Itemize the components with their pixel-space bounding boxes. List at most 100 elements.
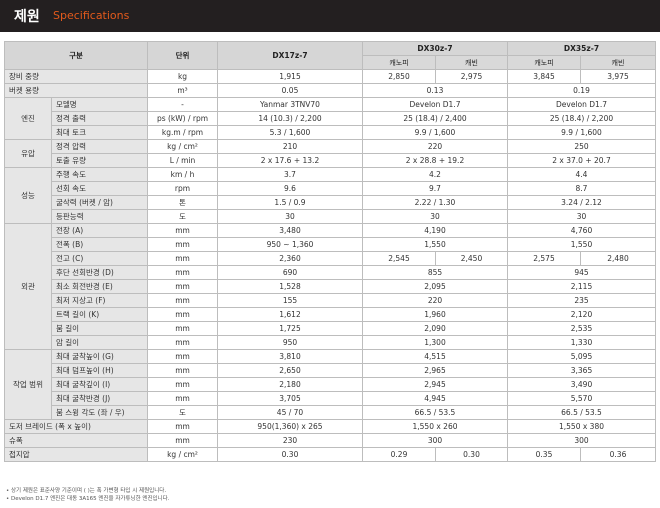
value-cell: 2,545 [362,251,436,266]
row-category: 엔진 [4,97,52,140]
table-row: 외관 전장 (A) mm 3,480 4,190 4,760 [4,223,656,350]
row-label: 최대 굴착높이 (G) [51,349,148,364]
unit-cell: mm [147,223,218,238]
row-category: 유압 [4,139,52,168]
row-label: 후단 선회반경 (D) [51,265,148,280]
value-cell: 4,945 [362,391,508,406]
table-row: 트랙 길이 (K) mm 1,612 1,960 2,120 [5,307,656,322]
table-row: 성능 주행 속도 km / h 3.7 4.2 4.4 [4,167,656,224]
table-row: 암 길이 mm 950 1,300 1,330 [5,335,656,350]
row-label: 토출 유량 [51,153,148,168]
row-label: 정격 출력 [51,111,148,126]
value-cell: 1,725 [217,321,363,336]
unit-cell: mm [147,433,218,448]
table-row: 등판능력 도 30 30 30 [5,209,656,224]
value-cell: 30 [362,209,508,224]
table-row: 붐 스윙 각도 (좌 / 우) 도 45 / 70 66.5 / 53.5 66.5 /… [5,405,656,420]
spec-table: 구분 단위 DX17z-7 DX30z-7 DX35z-7 캐노피 캐빈 캐노피… [4,41,656,462]
value-cell: 2,120 [507,307,656,322]
row-label: 주행 속도 [51,167,148,182]
footnote: • 상기 제원은 표준사양 기준이며 ( )는 폭 가변형 타입 시 제원입니다… [6,488,167,494]
value-cell: 4,190 [362,223,508,238]
value-cell: Develon D1.7 [507,97,656,112]
value-cell: 3,845 [507,69,581,84]
row-label: 모델명 [51,97,148,112]
value-cell: 3,480 [217,223,363,238]
value-cell: 1,550 x 380 [507,419,656,434]
value-cell: 3,365 [507,363,656,378]
value-cell: Yanmar 3TNV70 [217,97,363,112]
value-cell: 220 [362,139,508,154]
table-row: 최대 굴착깊이 (I) mm 2,180 2,945 3,490 [5,377,656,392]
value-cell: 2 x 28.8 + 19.2 [362,153,508,168]
value-cell: 2 x 17.6 + 13.2 [217,153,363,168]
value-cell: 2.22 / 1.30 [362,195,508,210]
row-label: 장비 중량 [4,69,148,84]
value-cell: 5,570 [507,391,656,406]
table-row: 최소 회전반경 (E) mm 1,528 2,095 2,115 [5,279,656,294]
unit-cell: ps (kW) / rpm [147,111,218,126]
value-cell: 14 (10.3) / 2,200 [217,111,363,126]
value-cell: 235 [507,293,656,308]
row-category: 성능 [4,167,52,224]
table-row: 작업 범위 최대 굴착높이 (G) mm 3,810 4,515 5,095 [4,349,656,420]
value-cell: 945 [507,265,656,280]
value-cell: 210 [217,139,363,154]
value-cell: 2,965 [362,363,508,378]
value-cell: 1,300 [362,335,508,350]
unit-cell: mm [147,251,218,266]
unit-cell: - [147,97,218,112]
unit-cell: kg.m / rpm [147,125,218,140]
table-row: 도저 브레이드 (폭 x 높이) mm 950(1,360) x 265 1,550 … [4,419,656,434]
value-cell: 155 [217,293,363,308]
value-cell: 25 (18.4) / 2,400 [362,111,508,126]
value-cell: 2,115 [507,279,656,294]
table-row: 선회 속도 rpm 9.6 9.7 8.7 [5,181,656,196]
unit-cell: kg / cm² [147,139,218,154]
row-label: 버켓 용량 [4,83,148,98]
value-cell: 0.30 [217,447,363,462]
value-cell: 1,528 [217,279,363,294]
row-label: 암 길이 [51,335,148,350]
value-cell: 3,975 [580,69,656,84]
unit-cell: mm [147,335,218,350]
value-cell: 4,760 [507,223,656,238]
value-cell: 0.05 [217,83,363,98]
header-variant-canopy: 캐노피 [507,55,581,70]
row-label: 전폭 (B) [51,237,148,252]
row-label: 선회 속도 [51,181,148,196]
value-cell: 2 x 37.0 + 20.7 [507,153,656,168]
page-header: 제원 Specifications [0,0,660,32]
footnote: • Develon D1.7 엔진은 대동 3A165 엔진을 자가튜닝한 엔진… [6,496,170,502]
value-cell: 230 [217,433,363,448]
unit-cell: mm [147,265,218,280]
value-cell: 2,450 [435,251,508,266]
table-row: 정격 출력 ps (kW) / rpm 14 (10.3) / 2,200 25 (1… [5,111,656,126]
row-label: 최대 덤프높이 (H) [51,363,148,378]
unit-cell: km / h [147,167,218,182]
header-variant-cabin: 캐빈 [580,55,656,70]
unit-cell: kg [147,69,218,84]
unit-cell: L / min [147,153,218,168]
footnotes: • 상기 제원은 표준사양 기준이며 ( )는 폭 가변형 타입 시 제원입니다… [6,487,169,503]
value-cell: 2,535 [507,321,656,336]
row-label: 붐 스윙 각도 (좌 / 우) [51,405,148,420]
value-cell: 690 [217,265,363,280]
page-subtitle: Specifications [53,9,130,22]
value-cell: 2,850 [362,69,436,84]
value-cell: 3,705 [217,391,363,406]
value-cell: 66.5 / 53.5 [507,405,656,420]
value-cell: 1,915 [217,69,363,84]
value-cell: 950(1,360) x 265 [217,419,363,434]
header-model-dx35: DX35z-7 [507,41,656,56]
unit-cell: mm [147,293,218,308]
unit-cell: 톤 [147,195,218,210]
row-label: 최소 회전반경 (E) [51,279,148,294]
value-cell: 220 [362,293,508,308]
table-row: 접지압 kg / cm² 0.30 0.29 0.30 0.35 0.36 [4,447,656,462]
value-cell: 9.6 [217,181,363,196]
value-cell: 4.2 [362,167,508,182]
row-label: 등판능력 [51,209,148,224]
value-cell: 1,960 [362,307,508,322]
value-cell: 3.24 / 2.12 [507,195,656,210]
